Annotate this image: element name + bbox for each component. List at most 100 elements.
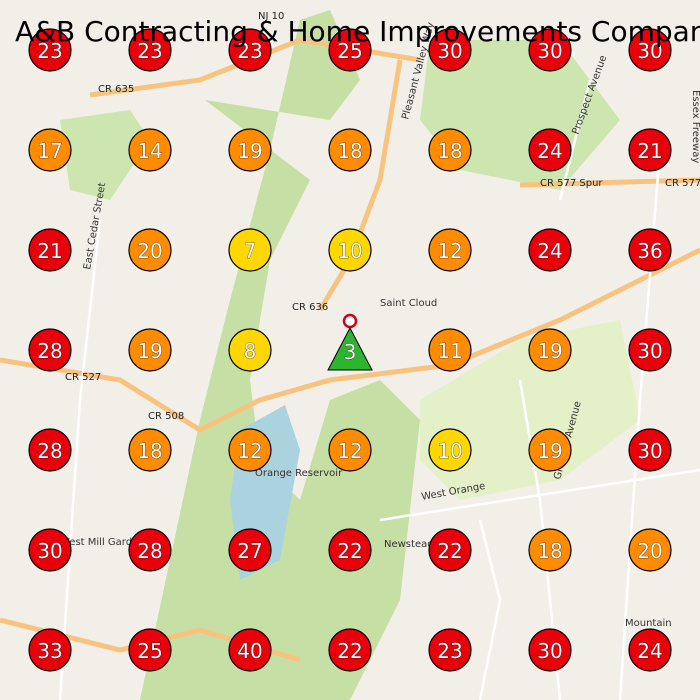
rank-marker: 23 [228,28,272,72]
rank-marker-shape [128,28,172,72]
rank-marker-shape [428,28,472,72]
park-area [140,10,420,700]
rank-marker: 19 [128,328,172,372]
map-label: Saint Cloud [380,298,437,309]
rank-marker-shape [28,128,72,172]
rank-marker: 20 [628,528,672,572]
rank-marker-shape [628,428,672,472]
rank-marker-shape [128,128,172,172]
rank-value: 12 [437,239,462,263]
rank-value: 24 [537,139,562,163]
rank-value: 7 [244,239,257,263]
rank-value: 11 [437,339,462,363]
rank-value: 17 [37,139,62,163]
rank-marker-shape [128,628,172,672]
map-label: CR 636 [292,302,328,313]
rank-value: 18 [437,139,462,163]
rank-marker-shape [28,528,72,572]
map-label: CR 508 [148,411,184,422]
rank-value: 21 [637,139,662,163]
rank-marker: 24 [528,128,572,172]
map-label: CR 635 [98,84,134,95]
business-pin [342,313,358,329]
rank-value: 28 [37,439,62,463]
rank-value: 30 [637,439,662,463]
rank-marker-shape [328,628,372,672]
rank-marker-shape [528,328,572,372]
rank-value: 22 [337,639,362,663]
rank-marker: 18 [328,128,372,172]
rank-marker: 12 [228,428,272,472]
rank-marker-shape [128,328,172,372]
map-label: Orange Reservoir [255,468,343,479]
rank-marker-shape [428,328,472,372]
rank-marker: 19 [228,128,272,172]
rank-marker: 12 [428,228,472,272]
rank-value: 22 [437,539,462,563]
rank-value: 25 [337,39,362,63]
rank-value: 23 [137,39,162,63]
rank-value: 36 [637,239,662,263]
rank-value: 28 [37,339,62,363]
rank-marker-shape [528,28,572,72]
rank-marker-shape [228,128,272,172]
golf-area [420,320,640,500]
rank-marker-shape [228,28,272,72]
rank-marker: 18 [528,528,572,572]
rank-value: 23 [237,39,262,63]
rank-marker: 33 [28,628,72,672]
rank-value: 24 [637,639,662,663]
rank-value: 19 [137,339,162,363]
rank-marker-shape [228,528,272,572]
rank-marker-shape [28,228,72,272]
rank-value: 33 [37,639,62,663]
rank-marker: 23 [28,28,72,72]
map-label: CR 527 [65,372,101,383]
rank-marker: 22 [428,528,472,572]
rank-value: 12 [337,439,362,463]
rank-marker-shape [428,628,472,672]
rank-marker: 11 [428,328,472,372]
rank-marker: 30 [528,628,572,672]
rank-marker-shape [628,128,672,172]
rank-value: 30 [37,539,62,563]
rank-marker: 25 [128,628,172,672]
rank-marker: 36 [628,228,672,272]
rank-marker-shape [528,628,572,672]
rank-value: 3 [344,340,357,364]
rank-value: 28 [137,539,162,563]
rank-value: 30 [437,39,462,63]
rank-marker: 30 [28,528,72,572]
rank-marker-shape [328,428,372,472]
rank-value: 23 [437,639,462,663]
rank-marker: 28 [128,528,172,572]
rank-marker: 22 [328,628,372,672]
map-label: CR 577 [665,178,700,189]
rank-marker-shape [128,428,172,472]
map-label: Essex Freeway [690,90,700,163]
rank-value: 24 [537,239,562,263]
rank-marker: 21 [628,128,672,172]
rank-marker: 40 [228,628,272,672]
rank-marker: 27 [228,528,272,572]
rank-marker: 21 [28,228,72,272]
rank-marker-shape [328,28,372,72]
rank-marker: 22 [328,528,372,572]
rank-value: 20 [137,239,162,263]
rank-marker-shape [528,528,572,572]
rank-value: 19 [237,139,262,163]
rank-value: 30 [537,39,562,63]
rank-marker: 10 [428,428,472,472]
rank-marker: 24 [628,628,672,672]
rank-marker: 30 [628,428,672,472]
rank-marker: 8 [228,328,272,372]
title: A&B Contracting & Home Improvements Comp… [15,15,700,48]
rank-marker-shape [328,228,372,272]
map-label: NJ 10 [258,11,284,22]
rank-marker-shape [628,528,672,572]
rank-value: 18 [137,439,162,463]
rank-marker-shape [428,428,472,472]
rank-marker-shape [228,628,272,672]
rank-marker: 17 [28,128,72,172]
rank-marker-shape [628,28,672,72]
